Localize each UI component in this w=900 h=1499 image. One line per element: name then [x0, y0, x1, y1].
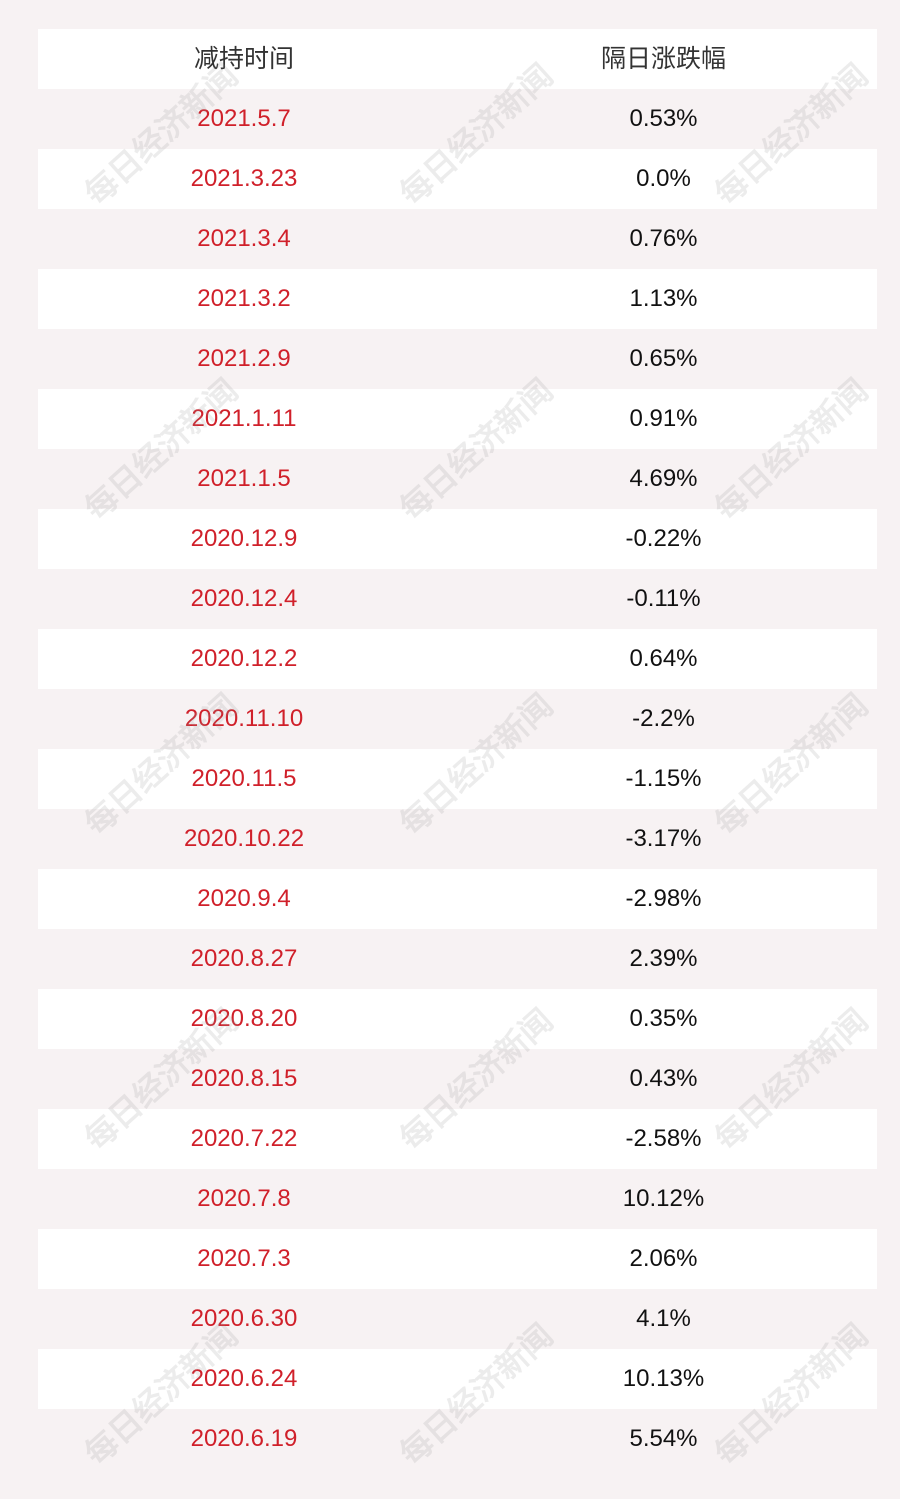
date-cell: 2021.1.5 [197, 465, 291, 492]
change-cell: 0.0% [636, 165, 691, 192]
date-cell: 2020.11.10 [184, 705, 304, 732]
table-row: 2020.7.8 10.12% [38, 1169, 877, 1229]
table-row: 2021.3.2 1.13% [38, 269, 877, 329]
change-cell: 0.65% [629, 345, 698, 372]
change-cell: -2.2% [632, 705, 695, 732]
table-row: 2021.2.9 0.65% [38, 329, 877, 389]
header-change: 隔日涨跌幅 [600, 45, 726, 73]
change-cell: 0.64% [629, 645, 698, 672]
table-row: 2020.12.9 -0.22% [38, 509, 877, 569]
table-row: 2020.12.2 0.64% [38, 629, 877, 689]
date-cell: 2020.12.4 [190, 585, 298, 612]
date-cell: 2020.12.2 [190, 645, 298, 672]
change-cell: 0.35% [629, 1005, 698, 1032]
table-row: 2020.8.27 2.39% [38, 929, 877, 989]
table-row: 2020.8.15 0.43% [38, 1049, 877, 1109]
table-body: 2021.5.7 0.53% 2021.3.23 0.0% 2021.3.4 0.76% 2… [38, 89, 877, 1469]
date-cell: 2020.6.30 [190, 1305, 298, 1332]
change-cell: 2.06% [629, 1245, 698, 1272]
change-cell: -2.58% [625, 1125, 702, 1152]
date-cell: 2020.8.27 [190, 945, 298, 972]
date-cell: 2021.3.2 [197, 285, 291, 312]
date-cell: 2021.2.9 [197, 345, 291, 372]
table-row: 2021.5.7 0.53% [38, 89, 877, 149]
table-row: 2021.3.4 0.76% [38, 209, 877, 269]
change-cell: 0.76% [629, 225, 698, 252]
table-row: 2020.11.10 -2.2% [38, 689, 877, 749]
date-cell: 2020.11.5 [191, 765, 297, 792]
table-row: 2020.7.3 2.06% [38, 1229, 877, 1289]
change-cell: -2.98% [625, 885, 702, 912]
change-cell: 2.39% [629, 945, 698, 972]
change-cell: 0.43% [629, 1065, 698, 1092]
date-cell: 2020.8.15 [190, 1065, 298, 1092]
table-row: 2021.1.5 4.69% [38, 449, 877, 509]
table-row: 2020.6.30 4.1% [38, 1289, 877, 1349]
date-cell: 2020.9.4 [197, 885, 291, 912]
date-cell: 2020.10.22 [183, 825, 305, 852]
change-cell: 4.1% [636, 1305, 691, 1332]
date-cell: 2021.5.7 [197, 105, 291, 132]
table-row: 2020.9.4 -2.98% [38, 869, 877, 929]
date-cell: 2020.7.22 [190, 1125, 298, 1152]
table-header: 减持时间 隔日涨跌幅 [38, 29, 877, 89]
table-row: 2020.11.5 -1.15% [38, 749, 877, 809]
table-row: 2020.6.19 5.54% [38, 1409, 877, 1469]
data-table: 减持时间 隔日涨跌幅 2021.5.7 0.53% 2021.3.23 0.0% 202… [38, 29, 877, 1469]
change-cell: -3.17% [625, 825, 702, 852]
table-row: 2020.10.22 -3.17% [38, 809, 877, 869]
date-cell: 2020.7.8 [197, 1185, 291, 1212]
change-cell: 10.13% [622, 1365, 705, 1392]
change-cell: -0.22% [625, 525, 702, 552]
date-cell: 2020.6.19 [190, 1425, 298, 1452]
table-row: 2020.6.24 10.13% [38, 1349, 877, 1409]
change-cell: -1.15% [625, 765, 702, 792]
date-cell: 2020.7.3 [197, 1245, 291, 1272]
date-cell: 2020.12.9 [190, 525, 298, 552]
date-cell: 2020.8.20 [190, 1005, 298, 1032]
header-date: 减持时间 [193, 45, 294, 73]
date-cell: 2021.1.11 [191, 405, 297, 432]
change-cell: -0.11% [626, 585, 701, 612]
date-cell: 2020.6.24 [190, 1365, 298, 1392]
change-cell: 4.69% [629, 465, 698, 492]
date-cell: 2021.3.4 [197, 225, 291, 252]
table-row: 2020.8.20 0.35% [38, 989, 877, 1049]
table-row: 2021.3.23 0.0% [38, 149, 877, 209]
change-cell: 0.91% [629, 405, 698, 432]
change-cell: 0.53% [629, 105, 698, 132]
table-row: 2021.1.11 0.91% [38, 389, 877, 449]
change-cell: 5.54% [629, 1425, 698, 1452]
table-row: 2020.7.22 -2.58% [38, 1109, 877, 1169]
change-cell: 10.12% [622, 1185, 705, 1212]
date-cell: 2021.3.23 [190, 165, 298, 192]
change-cell: 1.13% [629, 285, 698, 312]
table-row: 2020.12.4 -0.11% [38, 569, 877, 629]
